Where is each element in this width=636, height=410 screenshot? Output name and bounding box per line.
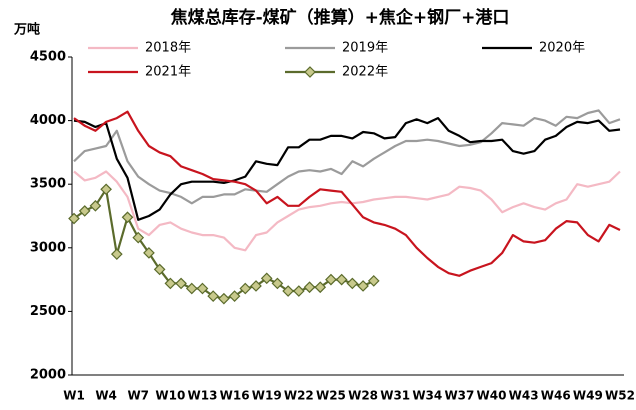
y-tick-label: 4000 (30, 113, 66, 128)
series-marker (132, 231, 145, 244)
series-marker (335, 273, 348, 286)
series-marker (292, 285, 305, 297)
y-tick-label: 3500 (30, 177, 66, 192)
legend-label: 2020年 (539, 41, 585, 56)
series-marker (314, 281, 327, 294)
y-tick-label: 2500 (30, 304, 66, 319)
y-tick-label: 4500 (30, 50, 66, 65)
chart-title: 焦煤总库存-煤矿（推算）+焦企+钢厂+港口 (170, 7, 510, 28)
series-marker (153, 263, 166, 276)
series-marker (325, 273, 337, 286)
series-marker (143, 247, 155, 259)
series-marker (271, 277, 284, 290)
series-marker (250, 280, 262, 292)
y-tick-label: 3000 (30, 240, 66, 255)
x-tick-label: W46 (541, 389, 571, 403)
legend-label: 2022年 (342, 65, 388, 80)
x-tick-label: W13 (188, 389, 218, 403)
series-marker (110, 248, 123, 261)
series-marker (175, 277, 187, 290)
x-tick-label: W52 (605, 389, 635, 403)
x-tick-label: W34 (412, 389, 442, 403)
series-marker (346, 277, 359, 290)
series-marker (100, 183, 112, 196)
series-marker (218, 292, 230, 305)
x-tick-label: W28 (348, 389, 378, 403)
series-marker (196, 282, 209, 295)
series-line (73, 110, 621, 277)
series-marker (357, 280, 369, 292)
series-marker (228, 290, 241, 302)
x-tick-label: W10 (155, 389, 185, 403)
series-marker (121, 211, 134, 224)
legend-label: 2021年 (145, 65, 191, 80)
series-marker (282, 285, 294, 297)
series-line (73, 109, 621, 205)
series-marker (239, 282, 252, 295)
series-marker (207, 290, 220, 302)
x-tick-label: W31 (380, 389, 410, 403)
series-marker (303, 281, 316, 294)
legend-marker (304, 66, 316, 78)
series-marker (367, 275, 380, 287)
x-tick-label: W16 (220, 389, 250, 403)
x-tick-label: W49 (573, 389, 603, 403)
series-marker (68, 212, 80, 225)
x-tick-label: W43 (509, 389, 539, 403)
x-tick-label: W40 (477, 389, 507, 403)
series-line (73, 117, 621, 221)
y-unit: 万吨 (13, 22, 40, 38)
x-tick-label: W1 (63, 389, 85, 403)
x-tick-label: W7 (127, 389, 149, 403)
series-marker (164, 277, 177, 290)
series-marker (78, 205, 91, 217)
x-tick-label: W4 (95, 389, 117, 403)
series-marker (260, 272, 273, 285)
x-tick-label: W19 (252, 389, 282, 403)
legend-label: 2019年 (342, 41, 388, 56)
series-marker (89, 199, 102, 212)
legend-label: 2018年 (145, 41, 191, 56)
y-tick-label: 2000 (30, 368, 66, 383)
x-tick-label: W22 (284, 389, 314, 403)
x-tick-label: W37 (444, 389, 474, 403)
series-marker (185, 282, 198, 295)
series-line (73, 170, 621, 252)
x-tick-label: W25 (316, 389, 346, 403)
